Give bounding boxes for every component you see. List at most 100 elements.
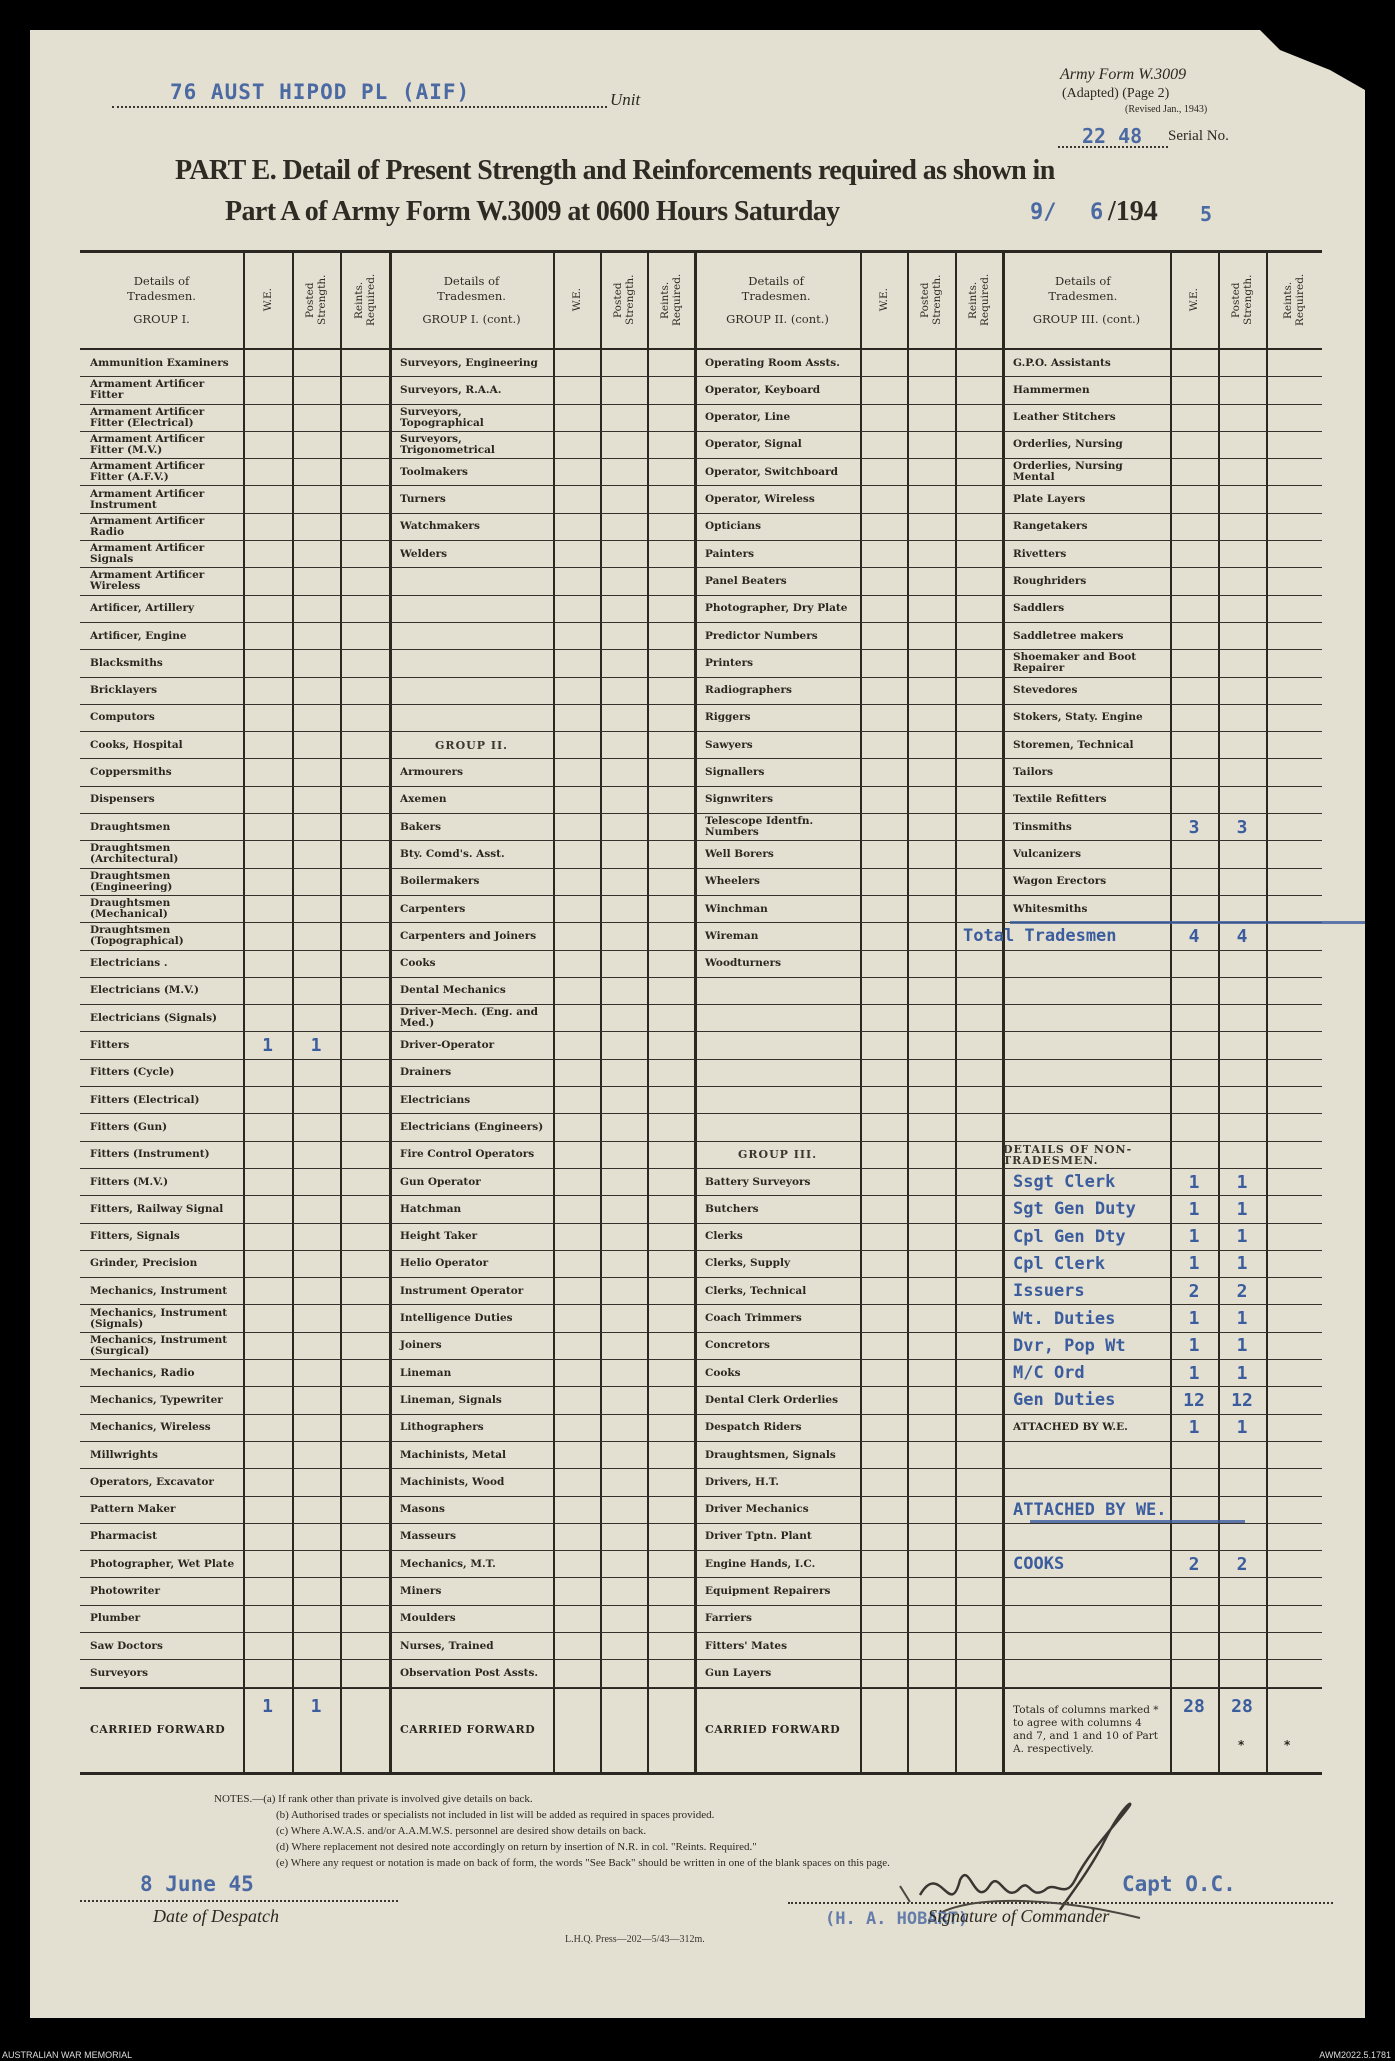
ps-cell[interactable] [600, 1033, 647, 1059]
ps-cell[interactable] [292, 1551, 340, 1577]
we-cell[interactable] [1170, 1005, 1218, 1031]
we-cell[interactable]: 1 [1188, 1253, 1200, 1275]
ps-cell[interactable] [292, 432, 340, 458]
ps-cell[interactable] [292, 1306, 340, 1332]
we-cell[interactable] [243, 1660, 292, 1686]
ps-cell[interactable] [907, 841, 955, 867]
ps-cell[interactable] [907, 650, 955, 676]
ps-cell[interactable] [907, 1087, 955, 1113]
we-cell[interactable]: 1 [1188, 1417, 1200, 1439]
rr-cell[interactable] [955, 1606, 1003, 1632]
we-cell[interactable] [860, 1251, 907, 1277]
rr-cell[interactable] [1266, 459, 1322, 485]
we-cell[interactable] [553, 1524, 600, 1550]
rr-cell[interactable] [340, 732, 390, 758]
ps-cell[interactable] [1218, 760, 1266, 786]
we-cell[interactable] [860, 1060, 907, 1086]
rr-cell[interactable] [1266, 978, 1322, 1004]
we-cell[interactable] [553, 1060, 600, 1086]
we-cell[interactable] [243, 896, 292, 922]
rr-cell[interactable] [340, 541, 390, 567]
ps-cell[interactable] [600, 732, 647, 758]
rr-cell[interactable] [1266, 1469, 1322, 1495]
rr-cell[interactable] [647, 678, 695, 704]
we-cell[interactable] [860, 1442, 907, 1468]
we-cell[interactable] [860, 869, 907, 895]
rr-cell[interactable] [647, 623, 695, 649]
we-cell[interactable] [1170, 459, 1218, 485]
rr-cell[interactable] [340, 405, 390, 431]
rr-cell[interactable] [647, 1606, 695, 1632]
we-cell[interactable] [243, 1360, 292, 1386]
rr-cell[interactable] [340, 1415, 390, 1441]
rr-cell[interactable] [955, 1660, 1003, 1686]
ps-cell[interactable] [292, 951, 340, 977]
rr-cell[interactable] [955, 541, 1003, 567]
we-cell[interactable] [243, 596, 292, 622]
rr-cell[interactable] [647, 1114, 695, 1140]
we-cell[interactable] [553, 1087, 600, 1113]
rr-cell[interactable] [340, 1033, 390, 1059]
rr-cell[interactable] [340, 1114, 390, 1140]
rr-cell[interactable] [1266, 596, 1322, 622]
ps-cell[interactable] [292, 869, 340, 895]
we-cell[interactable] [553, 814, 600, 840]
we-cell[interactable] [243, 1524, 292, 1550]
ps-cell[interactable] [600, 596, 647, 622]
ps-cell[interactable] [292, 1415, 340, 1441]
rr-cell[interactable] [1266, 1524, 1322, 1550]
we-cell[interactable] [860, 978, 907, 1004]
we-cell[interactable] [243, 568, 292, 594]
we-cell[interactable] [553, 459, 600, 485]
rr-cell[interactable] [647, 1196, 695, 1222]
rr-cell[interactable] [955, 1360, 1003, 1386]
we-cell[interactable] [1170, 1497, 1218, 1523]
ps-cell[interactable] [292, 1060, 340, 1086]
ps-cell[interactable] [292, 596, 340, 622]
rr-cell[interactable] [955, 1224, 1003, 1250]
ps-cell[interactable] [292, 760, 340, 786]
we-cell[interactable] [553, 1387, 600, 1413]
we-cell[interactable] [243, 459, 292, 485]
we-cell[interactable]: 2 [1188, 1280, 1200, 1302]
we-cell[interactable] [860, 1306, 907, 1332]
rr-cell[interactable] [340, 596, 390, 622]
rr-cell[interactable] [340, 487, 390, 513]
rr-cell[interactable] [647, 459, 695, 485]
ps-cell[interactable] [292, 377, 340, 403]
rr-cell[interactable] [1266, 514, 1322, 540]
we-cell[interactable] [243, 1196, 292, 1222]
carried-forward-ps[interactable] [907, 1692, 955, 1722]
rr-cell[interactable] [1266, 1360, 1322, 1386]
rr-cell[interactable] [647, 1278, 695, 1304]
ps-cell[interactable] [292, 1278, 340, 1304]
we-cell[interactable] [243, 1579, 292, 1605]
we-cell[interactable] [860, 1224, 907, 1250]
ps-cell[interactable] [907, 1497, 955, 1523]
rr-cell[interactable] [340, 432, 390, 458]
rr-cell[interactable] [647, 732, 695, 758]
ps-cell[interactable] [600, 1142, 647, 1168]
rr-cell[interactable] [955, 514, 1003, 540]
ps-cell[interactable]: 12 [1231, 1389, 1253, 1411]
ps-cell[interactable]: 1 [1236, 1417, 1248, 1439]
we-cell[interactable] [1170, 514, 1218, 540]
we-cell[interactable] [553, 1196, 600, 1222]
we-cell[interactable]: 1 [262, 1035, 273, 1056]
ps-cell[interactable] [292, 1469, 340, 1495]
rr-cell[interactable] [1266, 869, 1322, 895]
rr-cell[interactable] [1266, 1033, 1322, 1059]
ps-cell[interactable] [907, 487, 955, 513]
ps-cell[interactable] [1218, 650, 1266, 676]
we-cell[interactable] [1170, 1660, 1218, 1686]
ps-cell[interactable] [292, 1524, 340, 1550]
rr-cell[interactable] [647, 541, 695, 567]
rr-cell[interactable] [1266, 705, 1322, 731]
we-cell[interactable] [1170, 405, 1218, 431]
ps-cell[interactable] [292, 1169, 340, 1195]
ps-cell[interactable] [1218, 978, 1266, 1004]
ps-cell[interactable] [1218, 1497, 1266, 1523]
ps-cell[interactable] [600, 1169, 647, 1195]
rr-cell[interactable] [340, 1142, 390, 1168]
ps-cell[interactable] [907, 787, 955, 813]
